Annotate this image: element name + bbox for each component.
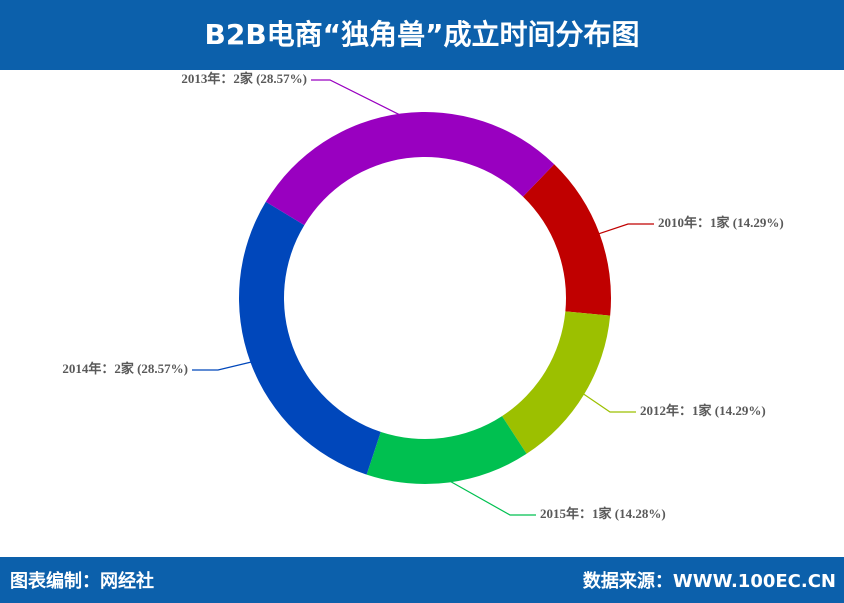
data-label: 2012年：1家 (14.29%) (640, 403, 766, 418)
leader-line (448, 479, 536, 516)
data-label: 2013年：2家 (28.57%) (181, 71, 307, 86)
data-label: 2014年：2家 (28.57%) (62, 361, 188, 376)
header-bar (0, 0, 844, 70)
donut-slice (366, 416, 527, 485)
donut-slice (265, 111, 555, 226)
footer-bar (0, 557, 844, 603)
donut-slice (522, 164, 611, 316)
donut-slice (502, 311, 611, 454)
chart-title: B2B电商“独角兽”成立时间分布图 (205, 18, 640, 51)
donut-slice (239, 201, 381, 475)
footer-right: 数据来源：WWW.100EC.CN (583, 570, 836, 592)
leader-line (311, 79, 402, 117)
footer-left: 图表编制：网经社 (10, 570, 154, 592)
data-label: 2015年：1家 (14.28%) (540, 506, 666, 521)
leader-line (582, 392, 636, 413)
data-label: 2010年：1家 (14.29%) (658, 215, 784, 230)
leader-line (597, 223, 654, 235)
leader-line (192, 361, 253, 371)
